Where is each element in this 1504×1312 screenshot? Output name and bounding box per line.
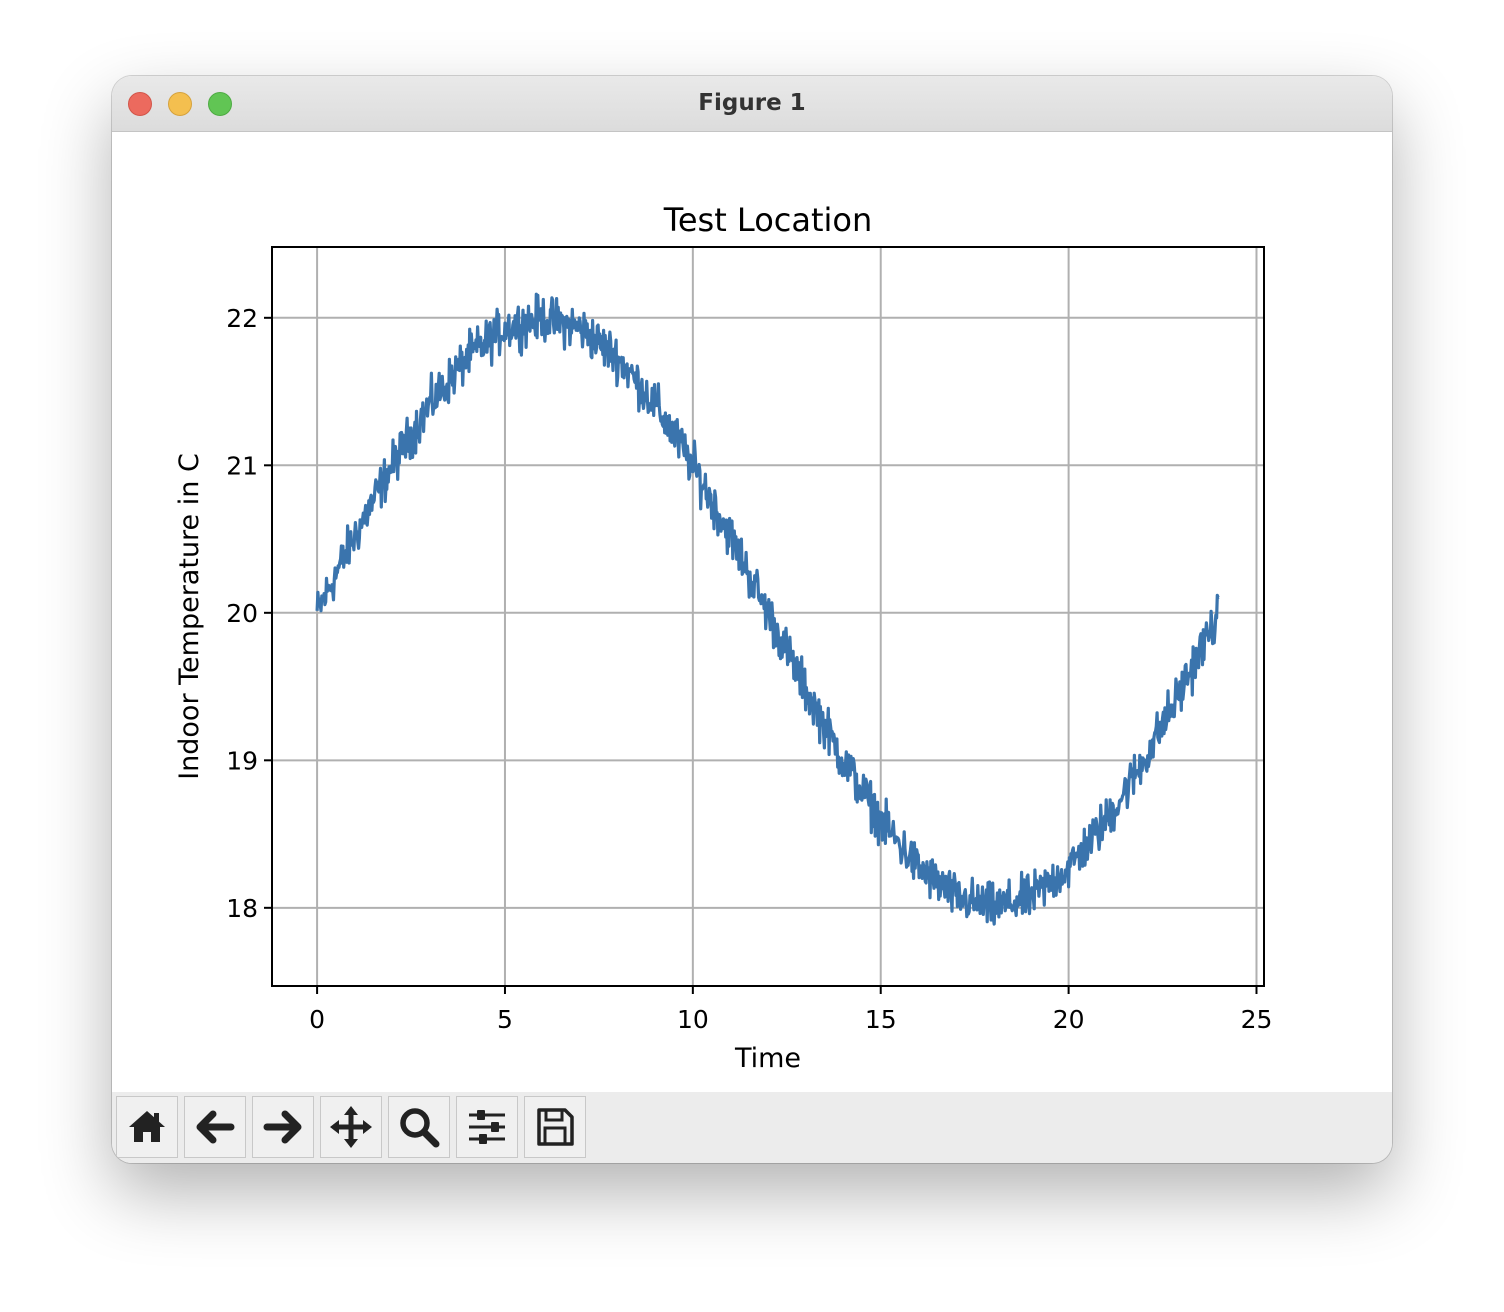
figure-canvas[interactable]: 0 5 10 15 20 25 18 19 20 21 22 Test Location Time… [112, 132, 1392, 1092]
back-button[interactable] [184, 1096, 246, 1158]
y-tick-label: 19 [226, 746, 258, 775]
y-tick-label: 22 [226, 304, 258, 333]
close-window-button[interactable] [128, 92, 152, 116]
window-title: Figure 1 [698, 90, 806, 116]
x-tick-label: 10 [677, 1005, 709, 1034]
title-bar[interactable]: Figure 1 [112, 76, 1392, 132]
sliders-icon [469, 1110, 505, 1144]
y-tick-label: 21 [226, 451, 258, 480]
y-tick-label: 18 [226, 894, 258, 923]
chart-title: Test Location [663, 201, 873, 239]
series-line [315, 292, 1220, 926]
magnifier-icon [400, 1108, 440, 1148]
configure-subplots-button[interactable] [456, 1096, 518, 1158]
y-axis-label: Indoor Temperature in C [174, 453, 205, 780]
pan-button[interactable] [320, 1096, 382, 1158]
floppy-disk-icon [537, 1108, 574, 1146]
x-tick-label: 25 [1241, 1005, 1273, 1034]
x-tick-label: 15 [865, 1005, 897, 1034]
zoom-window-button[interactable] [208, 92, 232, 116]
plot-area [315, 292, 1220, 926]
x-axis-ticks: 0 5 10 15 20 25 [309, 986, 1272, 1034]
x-tick-label: 5 [497, 1005, 513, 1034]
arrow-right-icon [263, 1110, 302, 1144]
minimize-window-button[interactable] [168, 92, 192, 116]
y-tick-label: 20 [226, 599, 258, 628]
line-chart[interactable]: 0 5 10 15 20 25 18 19 20 21 22 Test Location Time… [112, 132, 1392, 1092]
arrow-left-icon [196, 1110, 235, 1144]
move-icon [330, 1106, 372, 1148]
zoom-button[interactable] [388, 1096, 450, 1158]
home-button[interactable] [116, 1096, 178, 1158]
home-icon [129, 1111, 165, 1142]
save-figure-button[interactable] [524, 1096, 586, 1158]
axes-frame [271, 246, 1265, 987]
y-axis-ticks: 18 19 20 21 22 [226, 304, 272, 923]
x-axis-label: Time [734, 1043, 801, 1074]
x-tick-label: 20 [1053, 1005, 1085, 1034]
figure-window: Figure 1 0 5 10 15 20 25 18 19 20 21 22 Test Loca… [112, 76, 1392, 1163]
x-tick-label: 0 [309, 1005, 325, 1034]
navigation-toolbar [112, 1092, 1392, 1163]
forward-button[interactable] [252, 1096, 314, 1158]
